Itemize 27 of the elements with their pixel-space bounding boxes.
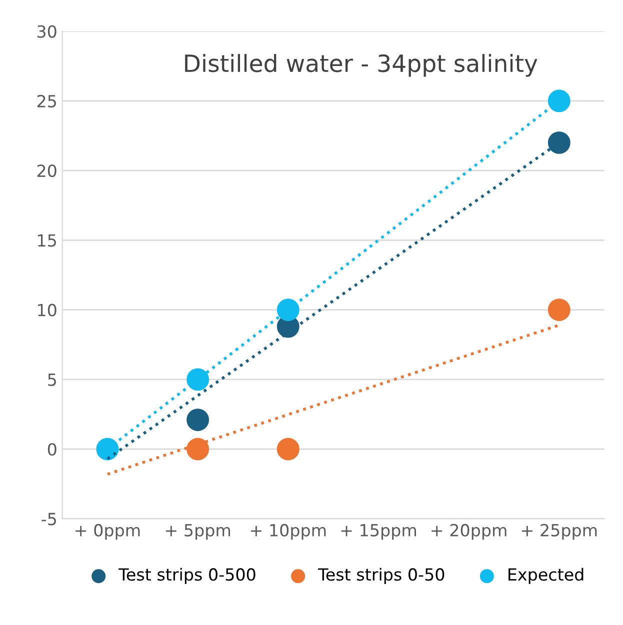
y-tick-label: -5 <box>42 512 56 526</box>
point <box>96 438 119 460</box>
legend-label: Test strips 0-500 <box>118 568 256 584</box>
legend-label: Test strips 0-50 <box>318 568 444 584</box>
x-tick-label: + 20ppm <box>432 524 506 540</box>
y-tick-label: 5 <box>48 374 56 386</box>
y-tick-label: 25 <box>37 94 56 108</box>
point <box>276 298 300 322</box>
point <box>548 90 570 112</box>
point <box>276 438 300 460</box>
x-tick-label: + 15ppm <box>341 524 416 540</box>
x-tick-label: + 10ppm <box>250 524 326 540</box>
point <box>186 368 210 391</box>
y-tick-label: 10 <box>38 304 56 316</box>
point <box>186 408 210 432</box>
x-tick-label: + 25ppm <box>522 524 597 540</box>
point <box>548 131 570 154</box>
y-tick-label: 30 <box>38 25 56 38</box>
point <box>548 298 570 322</box>
x-tick-label: + 5ppm <box>166 524 230 540</box>
y-tick-label: 20 <box>37 164 56 178</box>
legend-label: Expected <box>508 568 584 584</box>
x-tick-label: + 0ppm <box>76 524 140 540</box>
text: Distilled water - 34ppt salinity <box>185 54 538 77</box>
y-tick-label: 0 <box>48 443 56 456</box>
point <box>186 438 210 460</box>
y-tick-label: 15 <box>38 234 56 247</box>
